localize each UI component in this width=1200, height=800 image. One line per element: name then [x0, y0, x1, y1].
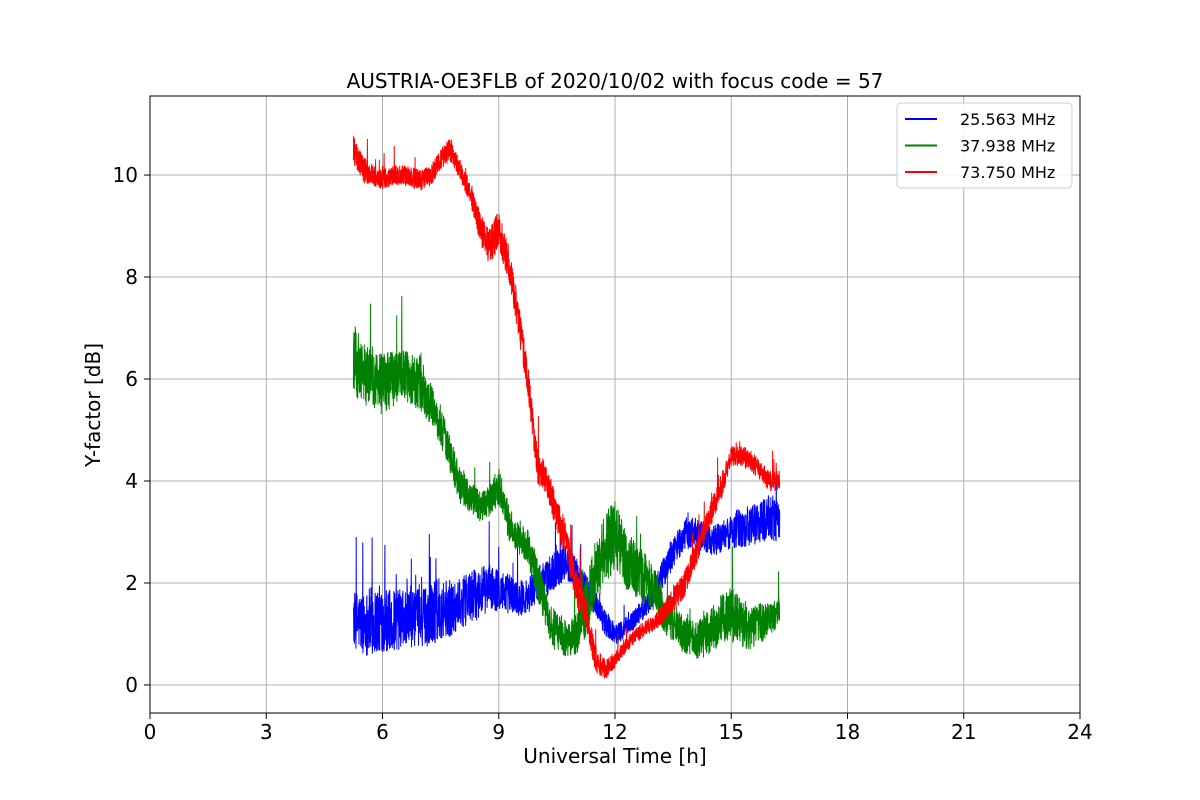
y-axis-label: Y-factor [dB] [81, 343, 105, 468]
x-axis-ticks: 0 3 6 9 12 15 18 21 24 [144, 713, 1093, 744]
x-tick-label: 0 [144, 720, 157, 744]
chart-title: AUSTRIA-OE3FLB of 2020/10/02 with focus … [347, 69, 884, 93]
y-axis-ticks: 0 2 4 6 8 10 [113, 163, 150, 697]
plot-area [352, 135, 781, 679]
x-tick-label: 18 [835, 720, 860, 744]
y-tick-label: 0 [125, 673, 138, 697]
legend-box [896, 102, 1073, 189]
x-axis-label: Universal Time [h] [523, 744, 706, 768]
x-tick-label: 9 [492, 720, 505, 744]
y-tick-label: 2 [125, 571, 138, 595]
series-line-1 [352, 472, 781, 656]
x-tick-label: 6 [376, 720, 389, 744]
y-tick-label: 4 [125, 469, 138, 493]
x-tick-label: 12 [602, 720, 627, 744]
x-tick-label: 21 [951, 720, 976, 744]
y-tick-label: 8 [125, 265, 138, 289]
legend-label-1: 25.563 MHz [960, 110, 1055, 129]
y-tick-label: 10 [113, 163, 138, 187]
legend: 25.563 MHz 37.938 MHz 73.750 MHz [896, 102, 1073, 189]
legend-label-2: 37.938 MHz [960, 137, 1055, 156]
x-tick-label: 24 [1067, 720, 1092, 744]
legend-label-3: 73.750 MHz [960, 163, 1055, 182]
y-tick-label: 6 [125, 367, 138, 391]
x-tick-label: 15 [719, 720, 744, 744]
x-tick-label: 3 [260, 720, 273, 744]
series-line-2 [352, 295, 781, 659]
series-line-3 [352, 135, 781, 679]
